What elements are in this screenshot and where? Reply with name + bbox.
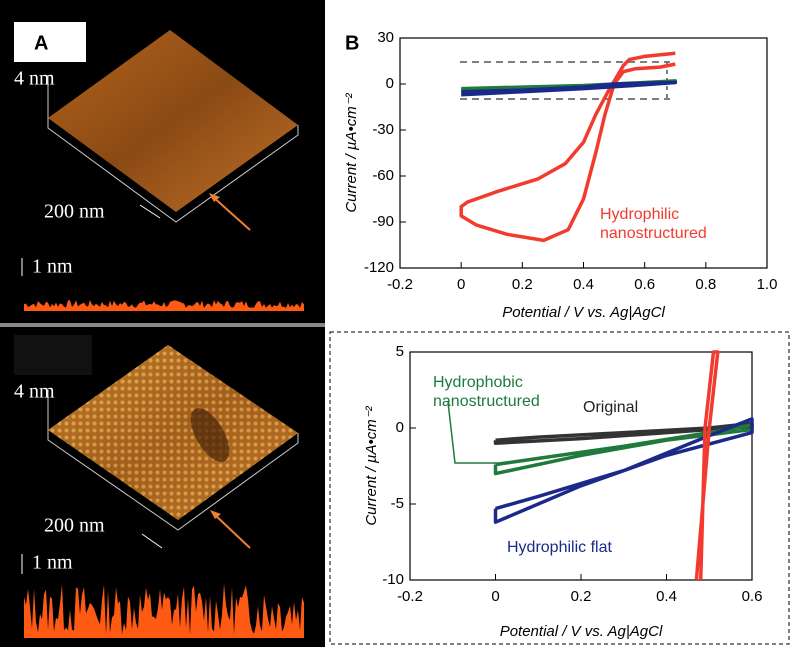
scale-label: 200 nm [44, 515, 105, 537]
label-box [14, 22, 86, 62]
arrow-head [210, 510, 221, 519]
profile [24, 300, 304, 311]
y-tick-label: -30 [372, 121, 394, 138]
leader-line [447, 401, 498, 464]
x-tick-label: 0.4 [573, 276, 594, 293]
x-tick-label: -0.2 [387, 276, 413, 293]
height-label: 4 nm [14, 381, 55, 403]
panel-label: A [34, 32, 48, 54]
y-axis-label: Current / µA•cm⁻² [343, 92, 360, 212]
y-tick-label: -90 [372, 213, 394, 230]
panel-label: B [345, 32, 359, 54]
afm-shade [48, 345, 298, 520]
annotation: nanostructured [600, 225, 707, 242]
y-tick-label: 5 [396, 343, 404, 360]
separator [0, 323, 325, 327]
scale-bar [139, 204, 161, 219]
x-tick-label: 0.2 [571, 588, 592, 605]
profile [24, 583, 304, 638]
series-line [459, 51, 676, 243]
annotation: Hydrophobic [433, 374, 523, 391]
series-line [694, 350, 720, 581]
x-tick-label: 0 [491, 588, 499, 605]
y-tick-label: 30 [377, 29, 394, 46]
afm-surface [48, 30, 298, 212]
afm-frame [47, 430, 299, 531]
label-box [14, 335, 92, 375]
arrow [213, 513, 251, 549]
y-tick-label: 0 [386, 75, 394, 92]
annotation: Hydrophilic [600, 206, 679, 223]
x-tick-label: 0.6 [742, 588, 763, 605]
scale-bar [141, 533, 163, 549]
x-axis-label: Potential / V vs. Ag|AgCl [500, 623, 663, 640]
arrow-head [209, 193, 220, 202]
x-tick-label: 0.4 [656, 588, 677, 605]
scale-label: 200 nm [44, 201, 105, 223]
x-tick-label: -0.2 [397, 588, 423, 605]
y-tick-label: -60 [372, 167, 394, 184]
plot-frame [399, 37, 768, 269]
series-line [493, 417, 754, 524]
x-tick-label: 0 [457, 276, 465, 293]
annotation: Original [583, 399, 638, 416]
afm-frame [47, 118, 299, 223]
series-line [461, 80, 678, 97]
x-tick-label: 0.6 [634, 276, 655, 293]
profile-label: 1 nm [32, 552, 73, 574]
x-tick-label: 0.8 [695, 276, 716, 293]
y-tick-label: -10 [382, 571, 404, 588]
afm-pit [190, 408, 230, 462]
y-tick-label: 0 [396, 419, 404, 436]
y-tick-label: -120 [364, 259, 394, 276]
arrow [211, 195, 251, 231]
annotation: Hydrophilic flat [507, 539, 612, 556]
profile-label: 1 nm [32, 256, 73, 278]
height-label: 4 nm [14, 68, 55, 90]
x-tick-label: 0.2 [512, 276, 533, 293]
inset-frame [329, 331, 790, 645]
y-axis-label: Current / µA•cm⁻² [363, 405, 380, 525]
x-axis-label: Potential / V vs. Ag|AgCl [502, 304, 665, 321]
x-tick-label: 1.0 [757, 276, 778, 293]
y-tick-label: -5 [391, 495, 404, 512]
annotation: nanostructured [433, 393, 540, 410]
